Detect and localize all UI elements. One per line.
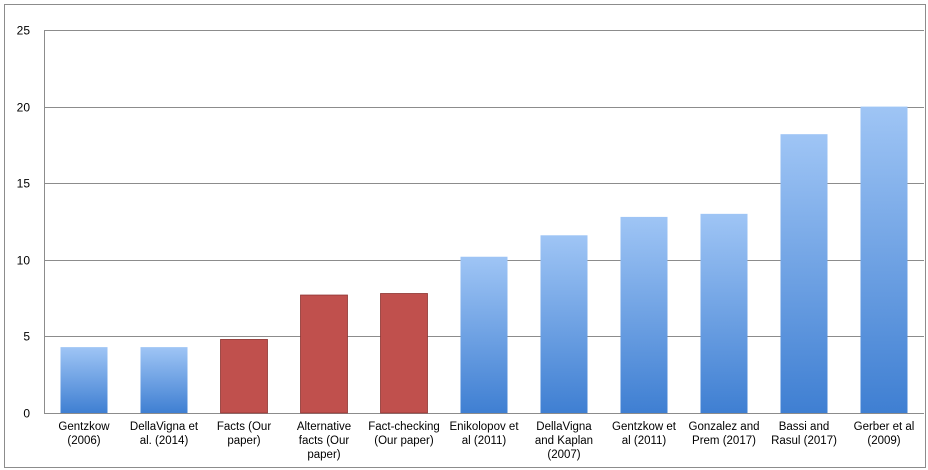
x-category-label: Enikolopov et al (2011) [449,421,519,447]
bar [460,256,508,413]
y-tick-label: 25 [17,24,31,38]
bar [620,216,668,413]
y-tick-label: 15 [17,177,31,191]
x-category-label: DellaVigna and Kaplan (2007) [535,421,593,461]
y-tick-label: 10 [17,254,31,268]
bar [220,339,268,414]
y-tick-label: 5 [23,330,30,344]
bar [700,213,748,413]
bar [380,293,428,414]
x-axis-category-labels: Gentzkow (2006) DellaVigna et al. (2014) Fac… [58,421,914,461]
x-category-label: Gentzkow (2006) [58,421,110,447]
axes [44,30,924,414]
bar [300,294,348,414]
x-category-label: Facts (Our paper) [217,421,271,447]
x-category-label: Alternative facts (Our paper) [297,421,351,461]
bar [140,347,188,413]
x-category-label: Bassi and Rasul (2017) [771,421,837,447]
x-category-label: Gonzalez and Prem (2017) [689,421,760,447]
x-category-label: DellaVigna et al. (2014) [130,421,199,447]
x-category-label: Fact-checking (Our paper) [368,421,440,447]
y-axis-tick-labels: 0 5 10 15 20 25 [17,24,31,421]
bar [780,134,828,413]
x-category-label: Gerber et al (2009) [854,421,915,447]
bar [860,106,908,413]
y-tick-label: 0 [23,407,30,421]
bar [540,235,588,413]
bar [60,347,108,413]
y-tick-label: 20 [17,101,31,115]
bars [60,106,908,414]
x-category-label: Gentzkow et al (2011) [612,421,677,447]
